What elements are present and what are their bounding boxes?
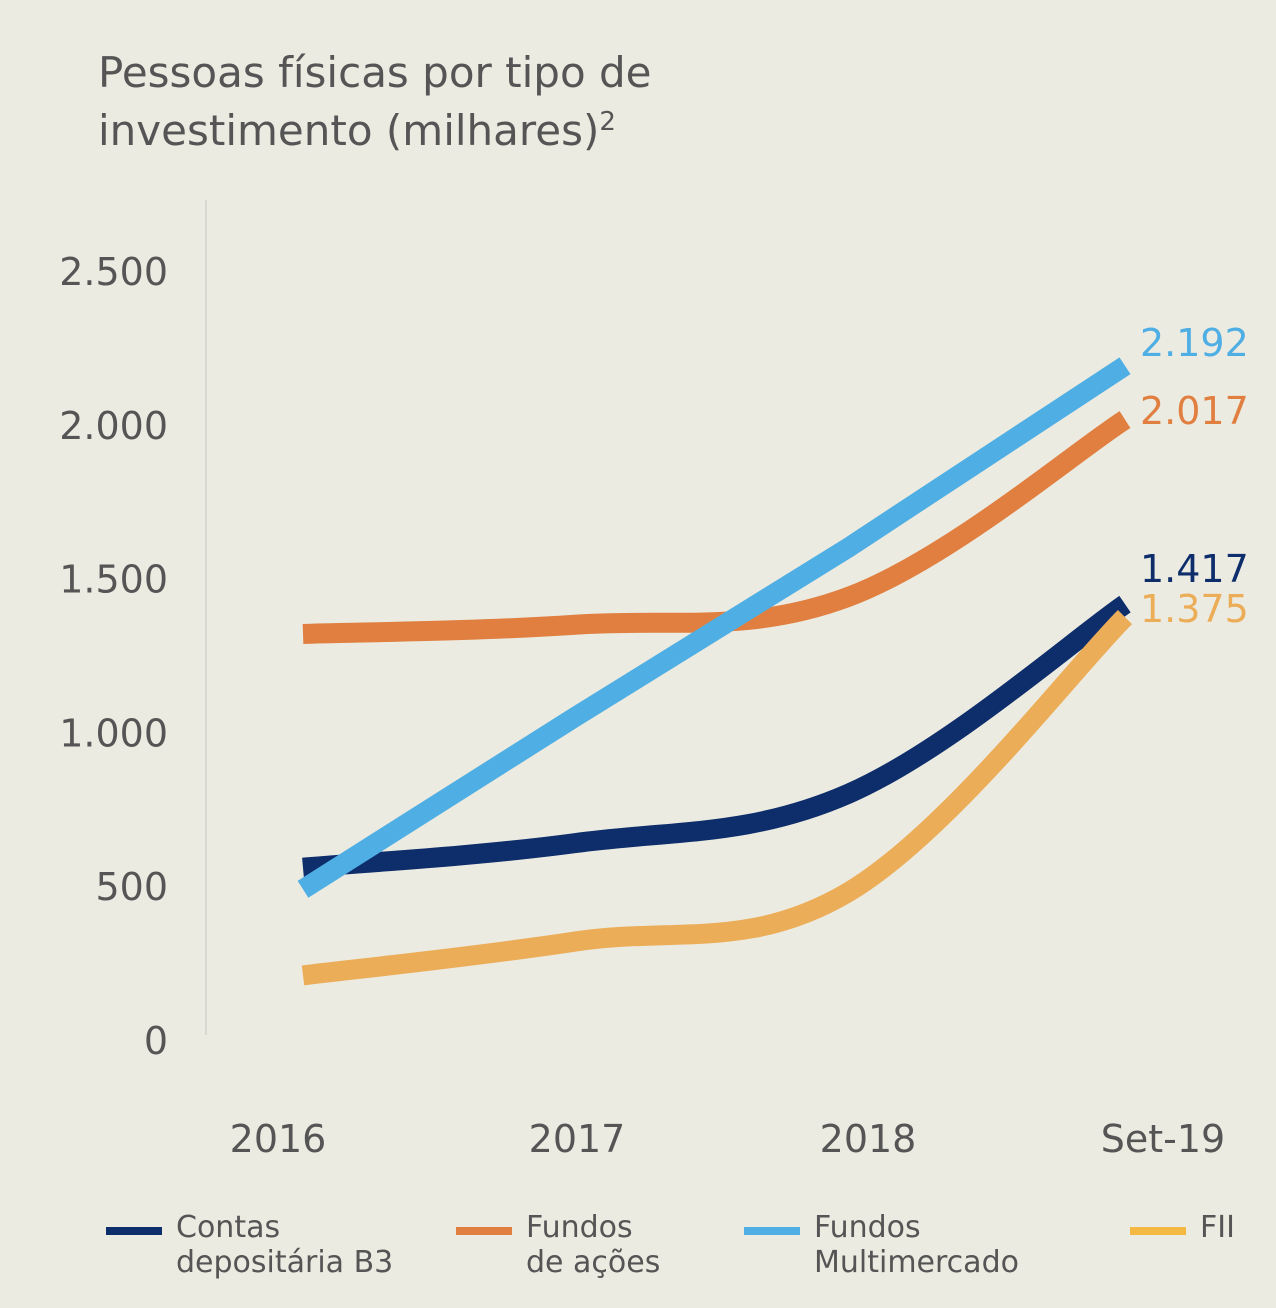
y-tick-label: 2.500 bbox=[59, 250, 168, 294]
legend-item-contas: Contas depositária B3 bbox=[106, 1210, 393, 1280]
end-label-fii: 1.375 bbox=[1140, 587, 1249, 631]
series-line-fii bbox=[301, 609, 1133, 986]
series-layer bbox=[297, 357, 1133, 986]
end-label-fundos-acoes: 2.017 bbox=[1140, 389, 1249, 433]
axis-layer: 0 500 1.000 1.500 2.000 2.500 2016 2017 2018 Set-… bbox=[59, 200, 1225, 1161]
legend-label-fundos-multimercado: Fundos Multimercado bbox=[814, 1210, 1019, 1280]
legend-item-fundos-acoes: Fundos de ações bbox=[456, 1210, 660, 1280]
y-tick-label: 1.500 bbox=[59, 558, 168, 602]
legend-label-fundos-acoes: Fundos de ações bbox=[526, 1210, 661, 1280]
series-line-fundos-multimercado bbox=[297, 357, 1131, 898]
line-chart: 0 500 1.000 1.500 2.000 2.500 2016 2017 2018 Set-… bbox=[59, 200, 1249, 1161]
y-tick-label: 1.000 bbox=[59, 711, 168, 755]
x-tick-label: Set-19 bbox=[1101, 1117, 1225, 1161]
end-label-contas: 1.417 bbox=[1140, 547, 1249, 591]
legend-swatch-fundos-acoes bbox=[456, 1227, 512, 1235]
series-line-contas bbox=[302, 595, 1131, 878]
legend-swatch-fii bbox=[1130, 1227, 1186, 1235]
chart-title: Pessoas físicas por tipo de investimento… bbox=[98, 44, 998, 160]
legend-swatch-contas bbox=[106, 1227, 162, 1235]
end-label-layer: 1.417 2.017 2.192 1.375 bbox=[1140, 321, 1249, 631]
legend-swatch-fundos-multimercado bbox=[744, 1227, 800, 1235]
legend-label-fii: FII bbox=[1200, 1210, 1235, 1245]
legend-item-fundos-multimercado: Fundos Multimercado bbox=[744, 1210, 1019, 1280]
x-tick-label: 2016 bbox=[230, 1117, 327, 1161]
x-tick-label: 2017 bbox=[529, 1117, 626, 1161]
y-tick-label: 500 bbox=[95, 865, 168, 909]
chart-title-text: Pessoas físicas por tipo de investimento… bbox=[98, 48, 652, 155]
legend-item-fii: FII bbox=[1130, 1210, 1235, 1245]
chart-title-superscript: 2 bbox=[599, 107, 616, 137]
end-label-fundos-multimercado: 2.192 bbox=[1140, 321, 1249, 365]
y-tick-label: 0 bbox=[144, 1019, 168, 1063]
legend: Contas depositária B3 Fundos de ações Fu… bbox=[0, 1210, 1276, 1308]
y-tick-label: 2.000 bbox=[59, 404, 168, 448]
x-tick-label: 2018 bbox=[820, 1117, 917, 1161]
legend-label-contas: Contas depositária B3 bbox=[176, 1210, 394, 1280]
